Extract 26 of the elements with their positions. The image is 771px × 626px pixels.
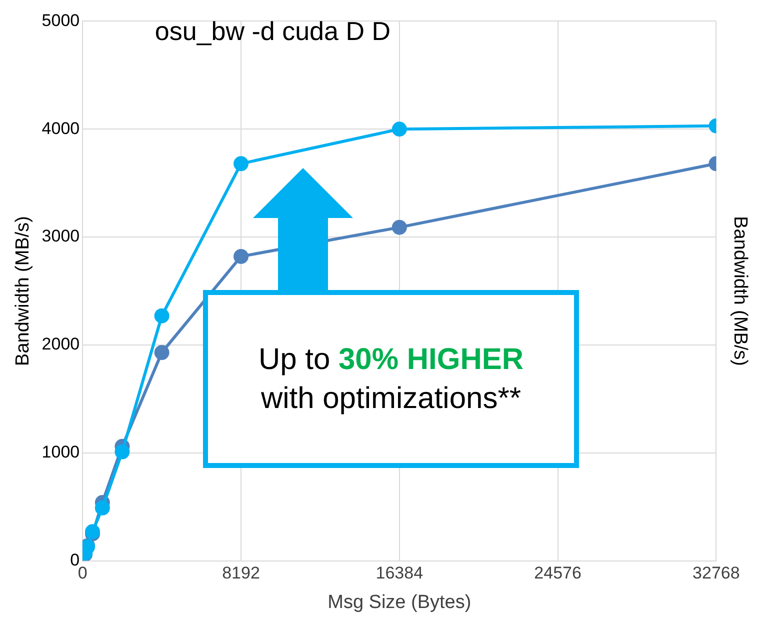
- point: [94, 500, 110, 516]
- annotation: with optimizations**: [260, 381, 522, 417]
- y-tick-label: 1000: [42, 442, 80, 462]
- x-tick-label: 24576: [534, 564, 582, 583]
- x-axis-title: Msg Size (Bytes): [328, 592, 472, 613]
- y-tick-label: 2000: [42, 334, 80, 354]
- point: [154, 345, 170, 360]
- annotation: Up to: [258, 343, 330, 376]
- y2-axis-title: Bandwidth (MB/s): [729, 216, 750, 366]
- y-tick-label: 0: [70, 550, 80, 570]
- x-tick-label: 32768: [692, 564, 740, 583]
- y-tick-label: 3000: [42, 226, 80, 246]
- annotation: 30% HIGHER: [338, 343, 524, 376]
- y-axis-title: Bandwidth (MB/s): [12, 216, 34, 366]
- point: [114, 444, 130, 460]
- callout-box: Up to 30% HIGHER with optimizations**: [203, 290, 579, 468]
- y-tick-label: 4000: [42, 118, 80, 138]
- point: [392, 220, 407, 235]
- chart-title: osu_bw -d cuda D D: [154, 16, 390, 46]
- point: [234, 156, 249, 172]
- point: [154, 308, 170, 324]
- point: [234, 248, 249, 264]
- y-tick-label: 5000: [42, 10, 80, 30]
- point: [392, 122, 407, 137]
- x-tick-label: 16384: [376, 564, 424, 583]
- x-tick-label: 8192: [222, 564, 260, 583]
